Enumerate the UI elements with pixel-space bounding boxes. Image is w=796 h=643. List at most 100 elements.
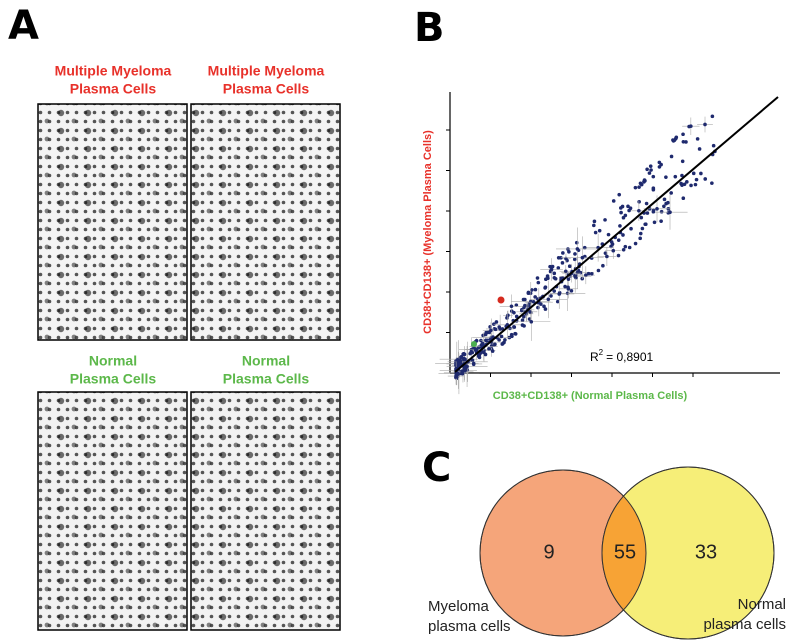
scatter-point — [662, 204, 666, 209]
scatter-point — [638, 231, 643, 236]
scatter-point — [494, 320, 499, 324]
scatter-point — [682, 182, 687, 187]
scatter-point — [543, 285, 548, 289]
scatter-point — [458, 358, 463, 363]
scatter-point — [695, 137, 700, 141]
scatter-point — [666, 200, 670, 205]
scatter-point — [611, 199, 616, 203]
scatter-point — [548, 264, 552, 269]
scatter-point — [552, 271, 557, 276]
r-value: = 0,8901 — [606, 350, 653, 364]
scatter-point — [523, 297, 527, 302]
scatter-point — [681, 132, 685, 137]
scatter-point — [574, 240, 579, 245]
scatter-point — [586, 271, 591, 276]
scatter-point — [572, 257, 577, 262]
scatter-point — [621, 247, 626, 252]
scatter-point — [535, 276, 540, 280]
scatter-point — [618, 224, 622, 228]
scatter-point — [639, 215, 644, 220]
scatter-point — [710, 114, 715, 119]
scatter-point — [668, 210, 672, 215]
scatter-point — [526, 291, 531, 295]
blot-title: Multiple Myeloma — [208, 63, 325, 79]
scatter-point — [555, 299, 560, 304]
scatter-point — [556, 266, 561, 270]
scatter-point — [542, 304, 546, 309]
scatter-point — [662, 197, 667, 202]
scatter-point — [711, 143, 716, 148]
scatter-point — [536, 305, 540, 310]
scatter-point — [616, 253, 621, 258]
scatter-point — [637, 185, 641, 189]
scatter-point — [512, 325, 516, 329]
scatter-point — [617, 192, 622, 197]
scatter-point — [689, 183, 693, 188]
scatter-point — [621, 233, 625, 237]
scatter-point — [619, 206, 623, 210]
scatter-point — [610, 242, 615, 246]
scatter-point — [621, 215, 626, 220]
scatter-point — [462, 352, 467, 357]
scatter-point — [559, 256, 563, 260]
scatter-point — [640, 226, 645, 231]
scatter-point — [497, 338, 501, 342]
scatter-point — [566, 277, 571, 281]
scatter-point — [514, 314, 519, 319]
scatter-point — [567, 264, 572, 269]
scatter-point — [638, 236, 642, 241]
venn-count: 55 — [614, 541, 636, 563]
blot-title: Plasma Cells — [70, 81, 157, 97]
scatter-point — [582, 245, 587, 250]
scatter-point — [536, 280, 541, 285]
scatter-point — [680, 159, 685, 164]
scatter-point — [681, 139, 686, 144]
scatter-point — [637, 208, 641, 213]
scatter-point — [483, 332, 488, 337]
scatter-point — [508, 326, 512, 331]
scatter-point — [669, 191, 673, 195]
scatter-point — [623, 244, 628, 249]
scatter-point — [680, 173, 684, 178]
scatter-point — [509, 332, 514, 337]
set-label: plasma cells — [703, 616, 786, 633]
scatter-point — [561, 251, 565, 255]
scatter-point — [557, 292, 562, 296]
set-label: plasma cells — [428, 618, 511, 635]
scatter-point — [543, 307, 548, 311]
scatter-point — [603, 251, 608, 255]
scatter-point — [493, 327, 498, 332]
scatter-point — [593, 230, 598, 235]
scatter-point — [691, 171, 696, 176]
panel-label: A — [8, 3, 39, 49]
scatter-point — [657, 165, 662, 169]
scatter-point — [652, 220, 657, 225]
scatter-point — [684, 140, 688, 144]
scatter-point — [565, 291, 570, 296]
r-superscript: 2 — [599, 348, 604, 357]
y-axis-label: CD38+CD138+ (Myeloma Plasma Cells) — [422, 130, 434, 334]
scatter-point — [651, 174, 656, 179]
venn-count: 33 — [695, 541, 717, 563]
scatter-point — [533, 295, 537, 299]
scatter-point — [580, 255, 585, 260]
scatter-point — [493, 342, 497, 347]
scatter-point — [589, 271, 594, 276]
scatter-point — [519, 308, 524, 313]
scatter-point — [550, 264, 555, 269]
blot-title: Plasma Cells — [223, 371, 310, 387]
scatter-point — [664, 175, 668, 179]
scatter-point — [647, 171, 652, 175]
scatter-point — [462, 367, 467, 371]
scatter-point — [655, 206, 659, 211]
blot-title: Plasma Cells — [223, 81, 310, 97]
scatter-point — [672, 138, 677, 142]
scatter-point — [564, 256, 568, 261]
scatter-point — [648, 164, 653, 168]
set-label: Myeloma — [428, 598, 490, 615]
r-symbol: R — [590, 350, 599, 364]
blot — [37, 391, 188, 631]
scatter-point — [490, 349, 495, 353]
scatter-point — [697, 147, 702, 151]
scatter-point — [645, 211, 650, 215]
